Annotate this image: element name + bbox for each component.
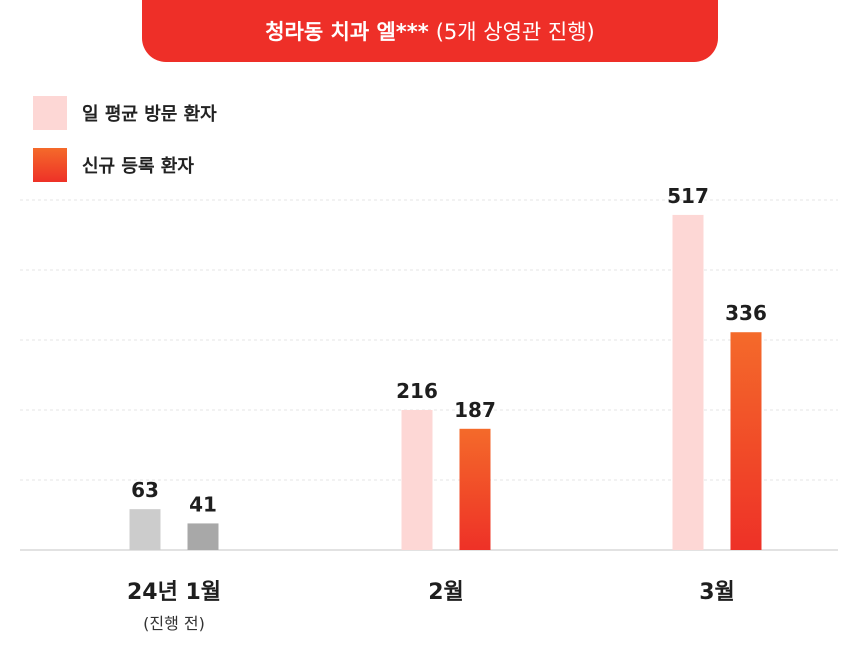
data-label-new-0: 41 (189, 492, 217, 516)
data-label-visit-1: 216 (396, 379, 438, 403)
chart-title-banner: 청라동 치과 엘*** (5개 상영관 진행) (142, 0, 718, 62)
legend-label-visit: 일 평균 방문 환자 (82, 104, 217, 125)
chart-subtitle: (5개 상영관 진행) (435, 20, 595, 44)
legend-item-visit: 일 평균 방문 환자 (33, 96, 217, 130)
x-tick-label-1: 2월 (428, 580, 464, 605)
legend-swatch-new (33, 148, 67, 182)
data-label-new-1: 187 (454, 398, 496, 422)
bar-visit-1 (401, 410, 433, 550)
legend-item-new: 신규 등록 환자 (33, 148, 194, 182)
data-label-visit-2: 517 (667, 184, 709, 208)
legend-label-new: 신규 등록 환자 (82, 156, 194, 177)
bar-visit-2 (672, 214, 704, 550)
bar-new-2 (730, 332, 762, 550)
bar-visit-0 (129, 509, 161, 550)
chart-title: 청라동 치과 엘*** (265, 20, 429, 44)
x-tick-label-2: 3월 (699, 580, 735, 605)
bars (129, 214, 762, 550)
data-labels: 63 216 517 41 187 336 (131, 184, 767, 517)
bar-new-1 (459, 428, 491, 550)
data-label-visit-0: 63 (131, 478, 159, 502)
bar-new-0 (187, 523, 219, 550)
legend-swatch-visit (33, 96, 67, 130)
data-label-new-2: 336 (725, 301, 767, 325)
x-tick-note-0: (진행 전) (143, 614, 205, 633)
x-tick-label-0: 24년 1월 (126, 580, 222, 605)
